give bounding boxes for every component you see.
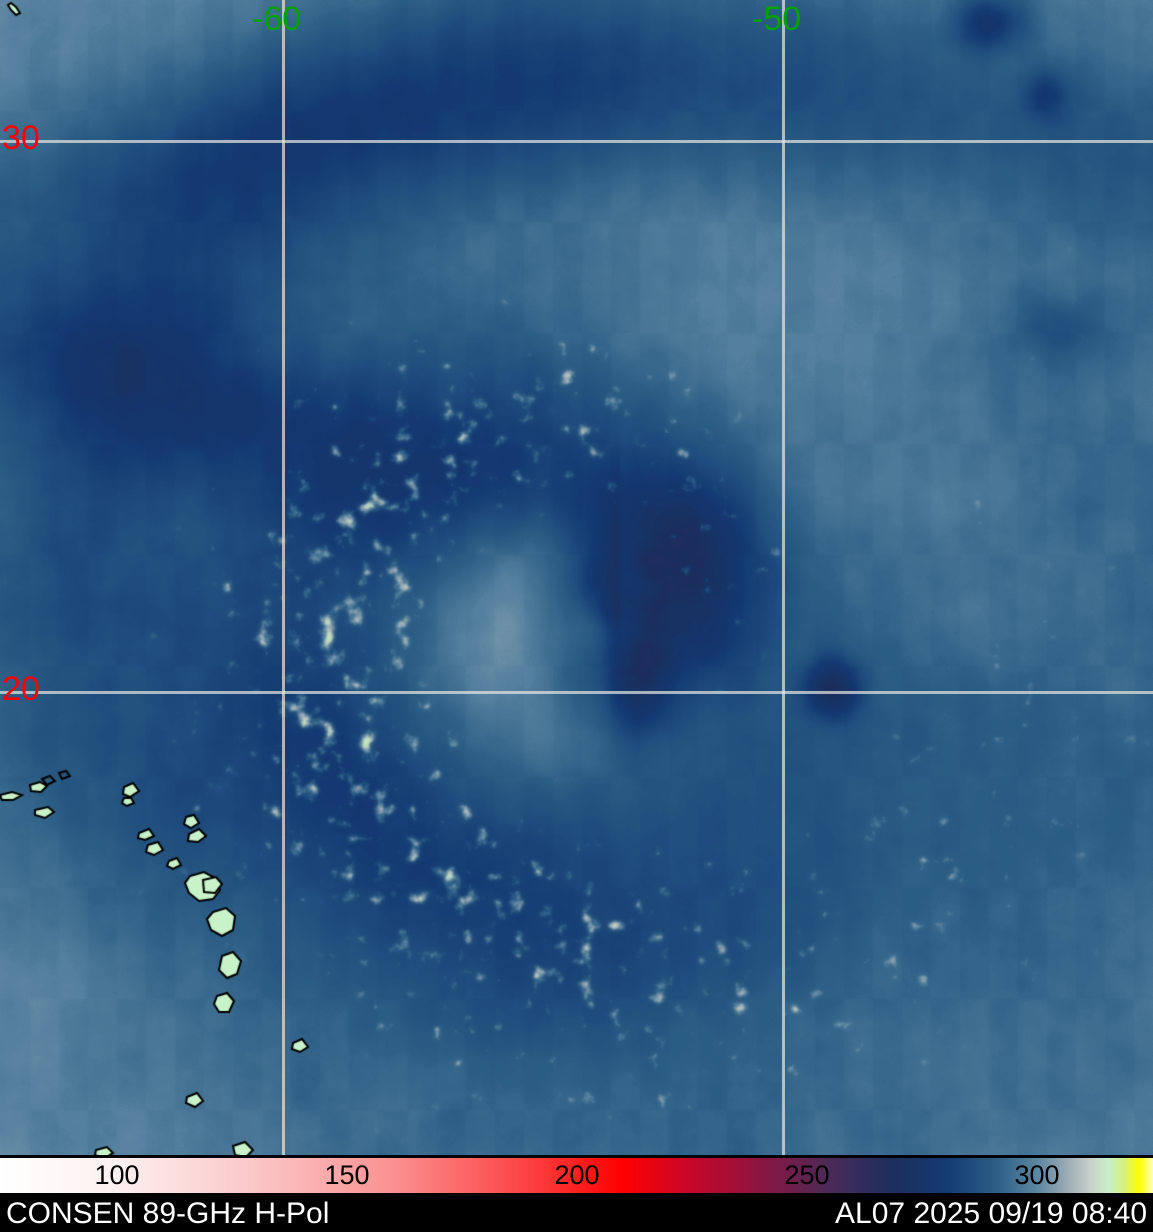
colorbar-tick-150: 150	[324, 1160, 370, 1190]
colorbar-tick-200: 200	[554, 1160, 600, 1190]
latitude-label-20: 20	[2, 670, 40, 708]
sensor-label: CONSEN 89-GHz H-Pol	[6, 1197, 330, 1230]
colorbar-tick-300: 300	[1014, 1160, 1060, 1190]
longitude-label-minus50: -50	[752, 0, 802, 38]
brightness-temperature-colorbar: 100 150 200 250 300	[0, 1158, 1153, 1193]
colorbar-tick-100: 100	[94, 1160, 140, 1190]
satellite-image-panel: -60 -50 30 20	[0, 0, 1153, 1155]
storm-id-timestamp-label: AL07 2025 09/19 08:40	[835, 1197, 1147, 1230]
latitude-label-30: 30	[2, 119, 40, 157]
colorbar-tick-250: 250	[784, 1160, 830, 1190]
colorbar-panel: 100 150 200 250 300	[0, 1155, 1153, 1195]
longitude-label-minus60: -60	[252, 0, 302, 38]
footer-bar: CONSEN 89-GHz H-Pol AL07 2025 09/19 08:4…	[0, 1195, 1153, 1232]
microwave-brightness-temperature-image	[0, 0, 1153, 1155]
